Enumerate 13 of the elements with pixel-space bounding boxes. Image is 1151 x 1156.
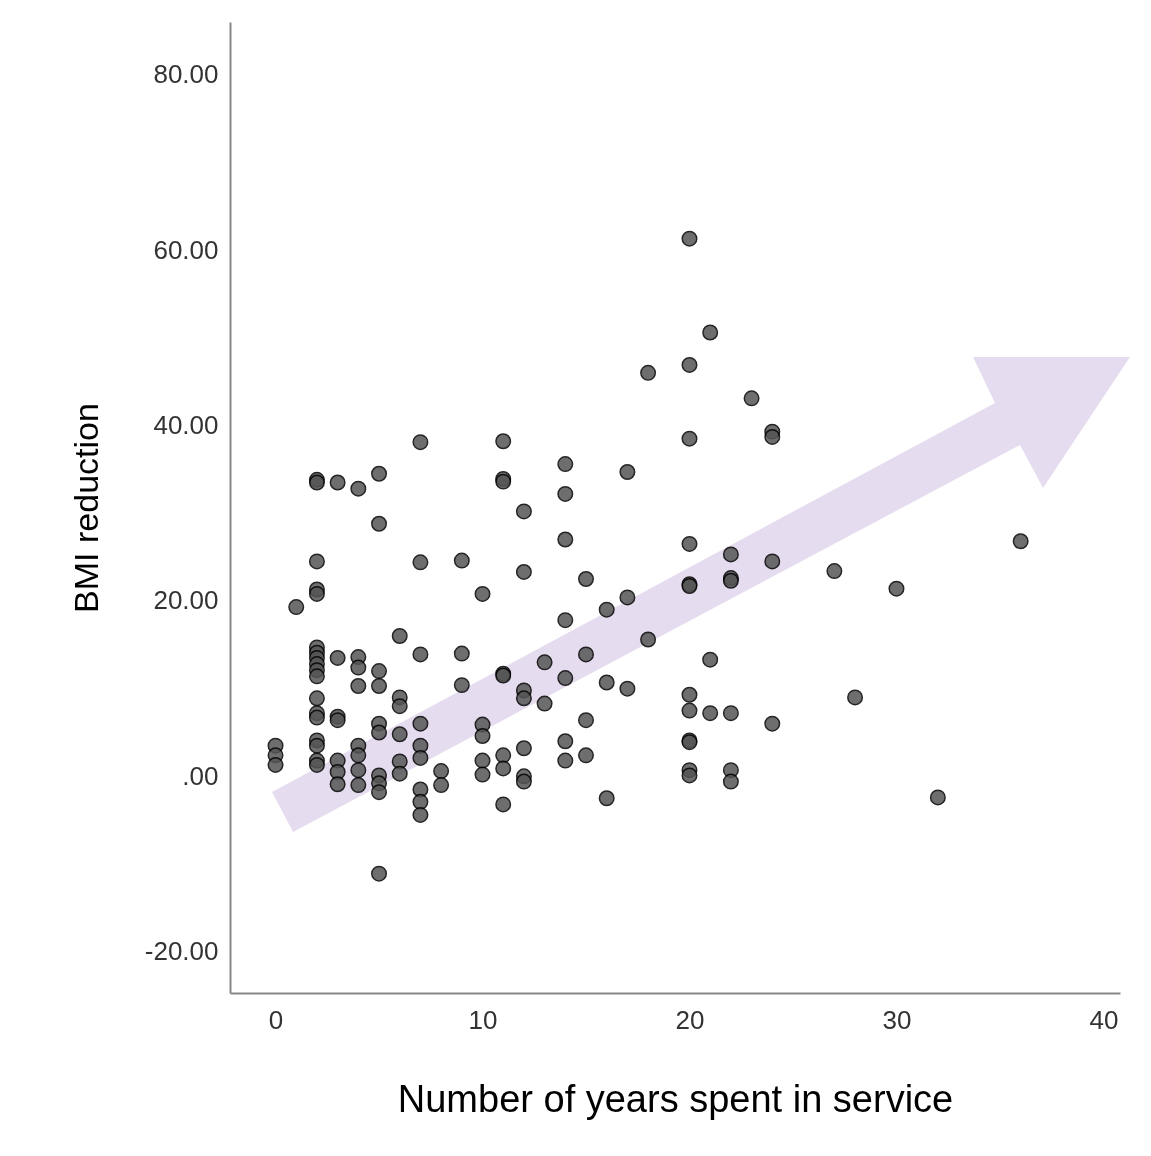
- x-axis-title: Number of years spent in service: [397, 1077, 954, 1120]
- x-tick-label: 0: [268, 1004, 284, 1035]
- x-tick-label: 30: [882, 1004, 912, 1035]
- y-axis-title: BMI reduction: [66, 403, 105, 613]
- x-tick-label: 10: [468, 1004, 498, 1035]
- y-tick-label: 80.00: [153, 59, 219, 90]
- x-tick-label: 40: [1089, 1004, 1119, 1035]
- y-tick-label: -20.00: [144, 936, 219, 967]
- y-tick-label: 20.00: [153, 585, 219, 616]
- y-tick-label: 60.00: [153, 234, 219, 265]
- y-tick-label: 40.00: [153, 409, 219, 440]
- x-tick-label: 20: [675, 1004, 705, 1035]
- y-tick-label: .00: [182, 760, 219, 791]
